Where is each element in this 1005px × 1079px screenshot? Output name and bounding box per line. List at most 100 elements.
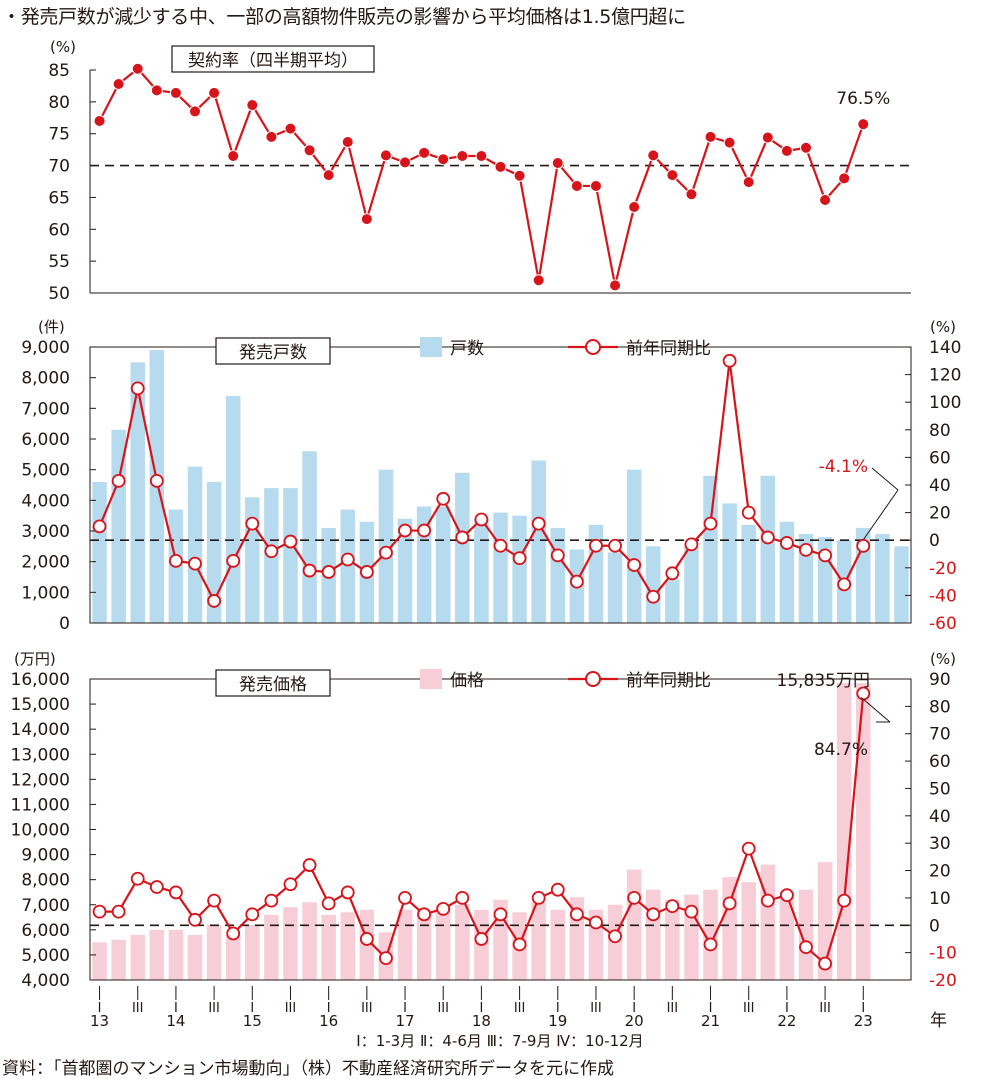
units-ratio-point (531, 516, 546, 531)
units-bar (741, 524, 756, 623)
units-ratio-point (245, 516, 260, 531)
units-ratio-point (512, 551, 527, 566)
x-quarter-label: I (632, 1001, 636, 1016)
price-ratio-point (608, 929, 622, 944)
contract-rate-point (265, 130, 278, 143)
price-ratio-point (474, 932, 489, 946)
units-ratio-point (493, 538, 508, 553)
contract-rate-point (494, 160, 507, 173)
x-year-suffix: 年 (930, 1011, 947, 1031)
units-ratio-point (455, 530, 470, 545)
price-left-axis-tick-label: 8,000 (21, 871, 70, 891)
x-year-label: 23 (854, 1012, 873, 1030)
price-ratio-point (417, 907, 432, 922)
price-ratio-point (512, 937, 527, 952)
x-year-label: 21 (701, 1012, 720, 1030)
units-ratio-point (818, 548, 832, 563)
price-left-axis-tick-label: 9,000 (21, 846, 70, 866)
x-quarter-legend: Ⅰ：1-3月 Ⅱ：4-6月 Ⅲ：7-9月 Ⅳ：10-12月 (356, 1032, 643, 1050)
x-quarter-label: I (403, 1001, 407, 1016)
contract-rate-point (532, 274, 545, 287)
x-year-label: 22 (777, 1012, 796, 1030)
x-quarter-label: I (861, 1001, 865, 1016)
units-ratio-point (550, 548, 565, 563)
contract-rate-tick-label: 65 (48, 188, 70, 208)
price-ratio-point (779, 888, 794, 903)
x-quarter-label: III (285, 1001, 297, 1016)
price-right-axis-tick-label: 30 (929, 834, 951, 854)
contract-rate-point (246, 99, 259, 112)
units-left-axis-tick-label: 7,000 (21, 399, 70, 419)
x-quarter-label: I (556, 1001, 560, 1016)
contract-rate-point (666, 169, 679, 182)
price-legend-ratio-label: 前年同期比 (626, 671, 711, 691)
price-ratio-point (818, 956, 832, 971)
price-bar (722, 877, 737, 980)
price-bar (531, 902, 546, 980)
price-right-axis-tick-label: 20 (929, 862, 951, 882)
units-ratio-point (741, 505, 756, 520)
units-ratio-point (188, 556, 202, 571)
contract-rate-point (551, 157, 564, 170)
units-right-axis-tick-label: 140 (929, 338, 961, 358)
x-quarter-label: I (98, 1001, 102, 1016)
price-ratio-point (569, 907, 584, 922)
price-ratio-point (340, 885, 355, 900)
price-bar (187, 934, 203, 980)
price-ratio-point (188, 912, 202, 927)
units-annotation-leader (871, 467, 899, 491)
units-title: 発売戸数 (239, 343, 307, 363)
units-right-axis-tick-label: -40 (929, 586, 957, 606)
price-ratio-point (589, 915, 603, 930)
x-quarter-label: III (819, 1001, 831, 1016)
contract-rate-point (379, 149, 392, 162)
units-ratio-point (779, 536, 794, 550)
units-right-axis-tick-label: -20 (929, 559, 957, 579)
contract-rate-title-box (171, 45, 375, 73)
contract-rate-point (169, 86, 182, 99)
units-bar (493, 512, 508, 623)
units-bar (130, 362, 145, 623)
x-quarter-label: III (667, 1001, 679, 1016)
units-right-axis-tick-label: 120 (929, 366, 961, 386)
units-bar (512, 515, 527, 623)
price-left-axis-tick-label: 4,000 (21, 971, 70, 991)
price-left-axis-tick-label: 16,000 (11, 670, 70, 690)
x-quarter-label: I (709, 1001, 713, 1016)
units-bar (206, 481, 222, 623)
price-left-axis-tick-label: 7,000 (21, 896, 70, 916)
x-year-label: 18 (472, 1012, 491, 1030)
x-quarter-label: I (479, 1001, 483, 1016)
units-bar (283, 488, 298, 623)
price-left-axis-tick-label: 13,000 (11, 745, 70, 765)
x-year-label: 19 (548, 1012, 567, 1030)
x-year-label: 20 (625, 1012, 644, 1030)
units-left-axis-tick-label: 4,000 (21, 491, 70, 511)
contract-rate-point (475, 150, 488, 163)
units-bar (302, 451, 317, 623)
x-year-label: 14 (166, 1012, 185, 1030)
price-bar (283, 907, 298, 980)
units-right-axis-tick-label: 40 (929, 476, 951, 496)
price-ratio-point (455, 891, 470, 905)
price-bar (836, 683, 852, 980)
price-ratio-point (149, 880, 164, 894)
x-quarter-label: I (327, 1001, 331, 1016)
price-ratio-point (837, 893, 852, 908)
units-legend-bars-label: 戸数 (450, 339, 484, 359)
units-left-axis-tick-label: 0 (59, 614, 70, 634)
price-legend-swatch (420, 669, 442, 689)
contract-rate-title: 契約率（四半期平均） (188, 51, 358, 71)
units-annotation-leader (862, 489, 899, 541)
contract-rate-tick-label: 85 (48, 61, 70, 81)
price-right-axis-tick-label: 70 (929, 725, 951, 745)
price-bar (645, 889, 661, 980)
contract-rate-point (570, 179, 583, 192)
contract-rate-point (189, 105, 202, 118)
x-year-label: 17 (395, 1012, 414, 1030)
units-bar (455, 472, 470, 623)
price-left-axis-tick-label: 5,000 (21, 946, 70, 966)
contract-rate-point (704, 130, 717, 143)
contract-rate-point (112, 78, 125, 91)
x-year-label: 16 (319, 1012, 338, 1030)
